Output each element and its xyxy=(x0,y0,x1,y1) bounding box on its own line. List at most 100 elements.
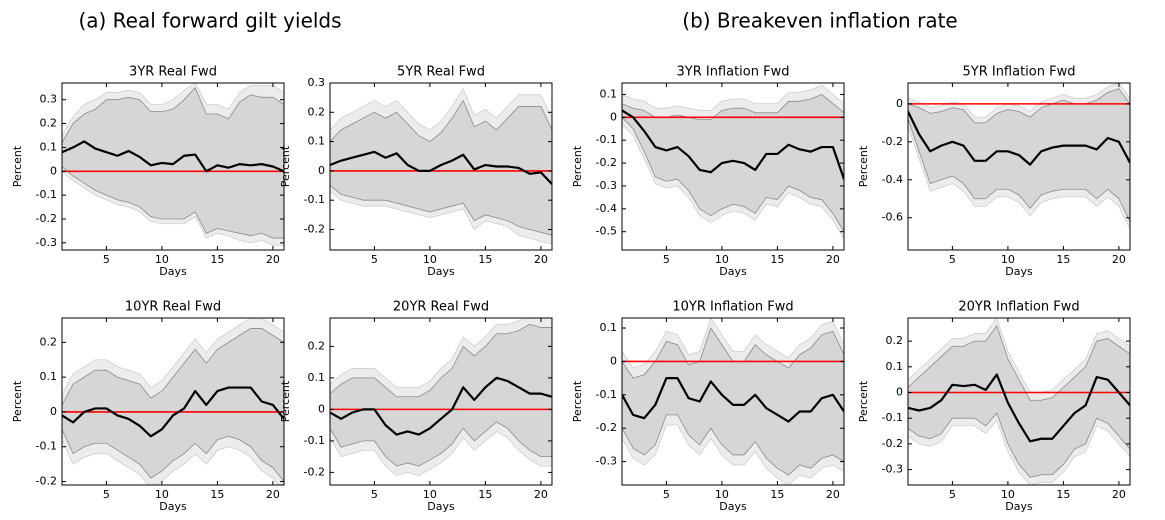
panel-title: (b) Breakeven inflation rate xyxy=(682,9,957,33)
x-tick-label: 5 xyxy=(103,488,110,501)
line-series xyxy=(908,110,1130,166)
y-tick-label: -0.1 xyxy=(304,193,325,206)
confidence-band xyxy=(330,323,552,467)
x-tick-label: 5 xyxy=(371,253,378,266)
y-axis-label: Percent xyxy=(571,380,584,422)
y-tick-label: 0 xyxy=(318,164,325,177)
y-axis-label: Percent xyxy=(11,145,24,187)
chart-title: 20YR Real Fwd xyxy=(393,300,489,315)
y-tick-label: 0.1 xyxy=(308,135,326,148)
plot-area xyxy=(908,83,1130,230)
plot-area xyxy=(62,83,284,246)
y-tick-label: 0 xyxy=(896,97,903,110)
x-tick-label: 20 xyxy=(826,253,840,266)
x-tick-label: 20 xyxy=(266,253,280,266)
x-tick-label: 20 xyxy=(534,488,548,501)
y-tick-label: -0.1 xyxy=(596,133,617,146)
y-tick-label: -0.2 xyxy=(36,475,57,488)
x-tick-label: 5 xyxy=(949,253,956,266)
y-tick-label: -0.1 xyxy=(304,434,325,447)
y-tick-label: -0.3 xyxy=(36,236,57,249)
plot-area xyxy=(908,318,1130,485)
x-tick-label: 10 xyxy=(155,488,169,501)
x-axis-label: Days xyxy=(1005,265,1033,278)
x-axis-label: Days xyxy=(1005,500,1033,513)
confidence-band xyxy=(622,93,844,233)
axes-frame xyxy=(329,82,553,251)
plot-area xyxy=(622,318,844,485)
y-tick-label: -0.2 xyxy=(36,212,57,225)
y-tick-label: 0.2 xyxy=(308,339,326,352)
x-tick-label: 10 xyxy=(1001,253,1015,266)
y-axis-label: Percent xyxy=(857,380,870,422)
x-tick-label: 15 xyxy=(1056,253,1070,266)
y-tick-label: -0.1 xyxy=(882,411,903,424)
x-tick-label: 5 xyxy=(949,488,956,501)
chart-title: 10YR Inflation Fwd xyxy=(672,300,793,315)
y-tick-label: 0.1 xyxy=(886,360,904,373)
y-tick-label: -0.5 xyxy=(596,225,617,238)
chart-title: 3YR Inflation Fwd xyxy=(676,65,789,80)
line-series xyxy=(62,386,284,438)
axes-frame xyxy=(907,82,1131,251)
subplot: -0.3 -0.2 -0.1 0 0.1 5 10 15 20 10YR Inflation Fw… xyxy=(571,300,845,513)
y-tick-label: -0.1 xyxy=(36,188,57,201)
x-axis-label: Days xyxy=(719,265,747,278)
y-tick-label: 0 xyxy=(610,354,617,367)
line-series xyxy=(908,373,1130,443)
x-tick-label: 15 xyxy=(210,488,224,501)
x-tick-label: 20 xyxy=(1112,488,1126,501)
y-tick-label: 0.2 xyxy=(40,335,58,348)
x-tick-label: 10 xyxy=(1001,488,1015,501)
y-axis-label: Percent xyxy=(279,380,292,422)
line-series xyxy=(622,109,844,180)
y-axis-label: Percent xyxy=(11,380,24,422)
x-tick-label: 15 xyxy=(478,488,492,501)
y-tick-label: -0.3 xyxy=(596,179,617,192)
y-tick-label: -0.3 xyxy=(596,455,617,468)
x-tick-label: 15 xyxy=(210,253,224,266)
x-tick-label: 20 xyxy=(266,488,280,501)
axes-frame xyxy=(907,317,1131,486)
axes-frame xyxy=(621,317,845,486)
x-tick-label: 15 xyxy=(770,253,784,266)
line-series xyxy=(330,376,552,436)
y-tick-label: 0.2 xyxy=(308,105,326,118)
y-tick-label: 0.2 xyxy=(40,117,58,130)
x-axis-label: Days xyxy=(719,500,747,513)
y-tick-label: 0.3 xyxy=(308,76,326,89)
x-tick-label: 20 xyxy=(1112,253,1126,266)
axes-frame xyxy=(329,317,553,486)
plot-area xyxy=(330,87,552,245)
y-tick-label: 0 xyxy=(896,386,903,399)
y-tick-label: -0.4 xyxy=(882,173,903,186)
x-tick-label: 5 xyxy=(371,488,378,501)
line-series xyxy=(62,140,284,173)
subplot: -0.2 -0.1 0 0.1 0.2 0.3 5 10 15 20 5YR Real Fwd Day… xyxy=(279,65,553,278)
x-axis-label: Days xyxy=(427,265,455,278)
y-tick-label: 0.2 xyxy=(886,334,904,347)
x-tick-label: 10 xyxy=(715,488,729,501)
panel-title: (a) Real forward gilt yields xyxy=(78,9,341,33)
axes-frame xyxy=(621,82,845,251)
chart-title: 20YR Inflation Fwd xyxy=(958,300,1079,315)
x-axis-label: Days xyxy=(159,265,187,278)
y-tick-label: 0.1 xyxy=(600,321,618,334)
confidence-band xyxy=(62,328,284,483)
y-tick-label: 0.3 xyxy=(40,93,58,106)
y-tick-label: -0.2 xyxy=(882,437,903,450)
y-tick-label: 0.1 xyxy=(600,87,618,100)
x-tick-label: 15 xyxy=(1056,488,1070,501)
chart-title: 5YR Inflation Fwd xyxy=(962,65,1075,80)
subplot: -0.2 -0.1 0 0.1 0.2 5 10 15 20 20YR Real Fwd Days P… xyxy=(279,300,553,513)
y-tick-label: -0.6 xyxy=(882,211,903,224)
y-tick-label: -0.2 xyxy=(882,135,903,148)
y-tick-label: 0.1 xyxy=(40,140,58,153)
chart-title: 3YR Real Fwd xyxy=(129,65,217,80)
x-tick-label: 10 xyxy=(423,488,437,501)
line-series xyxy=(622,377,844,423)
x-tick-label: 5 xyxy=(663,253,670,266)
y-tick-label: -0.2 xyxy=(596,156,617,169)
y-tick-label: -0.2 xyxy=(304,222,325,235)
